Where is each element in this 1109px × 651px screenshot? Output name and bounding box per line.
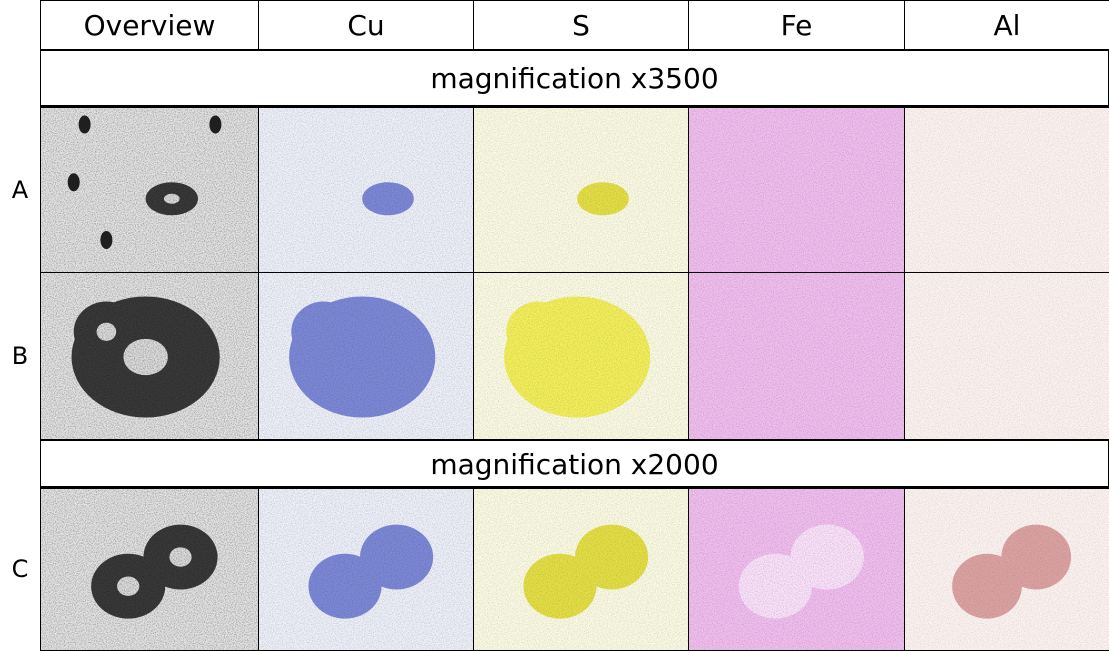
map-image [473, 107, 689, 273]
map-image [473, 488, 689, 651]
noise [689, 489, 905, 651]
map-image [904, 488, 1109, 651]
micrograph [474, 489, 689, 651]
noise [259, 273, 474, 441]
row-label: A [0, 107, 40, 272]
micrograph [259, 273, 474, 441]
map-image [40, 488, 259, 651]
noise [41, 489, 259, 651]
map-image [688, 488, 905, 651]
map-image [904, 107, 1109, 273]
map-image [473, 272, 689, 441]
noise [41, 273, 259, 441]
noise [905, 108, 1109, 273]
map-image [258, 488, 474, 651]
column-header: Fe [688, 0, 905, 51]
noise [474, 273, 689, 441]
noise [689, 108, 905, 273]
noise [41, 108, 259, 273]
noise [259, 489, 474, 651]
figure: OverviewCuSFeAlmagnification x3500ABmagn… [0, 0, 1109, 650]
column-header: Cu [258, 0, 474, 51]
noise [905, 273, 1109, 441]
micrograph [905, 108, 1109, 273]
micrograph [689, 273, 905, 441]
map-image [40, 272, 259, 441]
map-image [258, 107, 474, 273]
map-image [688, 272, 905, 441]
map-image [904, 272, 1109, 441]
micrograph [905, 489, 1109, 651]
column-header: Overview [40, 0, 259, 51]
noise [689, 273, 905, 441]
micrograph [689, 489, 905, 651]
micrograph [41, 489, 259, 651]
noise [905, 489, 1109, 651]
micrograph [259, 489, 474, 651]
section-title: magnification x2000 [40, 440, 1109, 488]
micrograph [41, 273, 259, 441]
map-image [688, 107, 905, 273]
section-title: magnification x3500 [40, 50, 1109, 107]
micrograph [689, 108, 905, 273]
micrograph [905, 273, 1109, 441]
noise [474, 108, 689, 273]
noise [259, 108, 474, 273]
row-label: C [0, 488, 40, 650]
noise [474, 489, 689, 651]
map-image [258, 272, 474, 441]
micrograph [474, 108, 689, 273]
micrograph [41, 108, 259, 273]
micrograph [259, 108, 474, 273]
column-header: Al [904, 0, 1109, 51]
row-label: B [0, 272, 40, 440]
map-image [40, 107, 259, 273]
micrograph [474, 273, 689, 441]
column-header: S [473, 0, 689, 51]
